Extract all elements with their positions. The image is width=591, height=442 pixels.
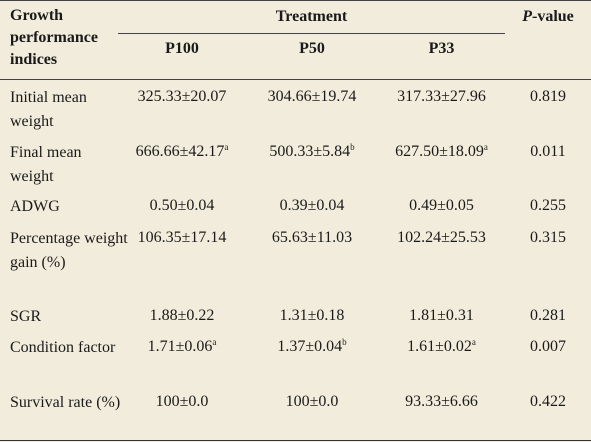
cell-p50: 100±0.0 bbox=[246, 391, 378, 413]
pvalue-header-rest: -value bbox=[532, 8, 574, 25]
cell-p50-value: 1.37±0.04 bbox=[277, 338, 343, 355]
cell-p33-value: 317.33±27.96 bbox=[397, 88, 486, 105]
cell-p100-value: 325.33±20.07 bbox=[137, 88, 227, 105]
cell-p50-value: 100±0.0 bbox=[285, 393, 339, 410]
cell-p50-value: 304.66±19.74 bbox=[267, 88, 357, 105]
cell-p100-value: 100±0.0 bbox=[155, 393, 209, 410]
cell-p33: 0.49±0.05 bbox=[378, 195, 505, 217]
cell-pvalue: 0.819 bbox=[505, 86, 591, 108]
cell-pvalue: 0.422 bbox=[505, 391, 591, 413]
cell-p33: 627.50±18.09a bbox=[378, 141, 505, 163]
cell-p100-significance: a bbox=[212, 337, 217, 347]
cell-pvalue: 0.281 bbox=[505, 305, 591, 327]
pvalue-header: P-value bbox=[505, 6, 591, 28]
cell-p50-significance: b bbox=[342, 337, 347, 347]
cell-p33-significance: a bbox=[483, 142, 488, 152]
row-label-value: SGR bbox=[10, 308, 42, 325]
table-bottom-rule bbox=[0, 440, 591, 441]
treatment-header: Treatment bbox=[275, 8, 348, 25]
row-label: Final mean weight bbox=[10, 141, 128, 189]
cell-pvalue-value: 0.007 bbox=[530, 338, 566, 355]
cell-p50: 304.66±19.74 bbox=[246, 86, 378, 108]
cell-p33-value: 1.61±0.02 bbox=[407, 338, 472, 355]
header-bottom-rule bbox=[0, 79, 591, 80]
cell-p50-significance: b bbox=[350, 142, 355, 152]
pvalue-header-italic: P bbox=[522, 8, 532, 25]
cell-p33-value: 627.50±18.09 bbox=[395, 143, 484, 160]
cell-p100-value: 0.50±0.04 bbox=[149, 197, 215, 214]
cell-pvalue-value: 0.281 bbox=[530, 307, 566, 324]
cell-pvalue: 0.255 bbox=[505, 195, 591, 217]
treatment-col-p100: P100 bbox=[165, 40, 199, 57]
cell-p50: 1.37±0.04b bbox=[246, 336, 378, 358]
treatment-underline bbox=[118, 33, 505, 34]
row-label-value: Condition factor bbox=[10, 339, 116, 356]
cell-p100-value: 1.71±0.06 bbox=[147, 338, 213, 355]
cell-p100-value: 666.66±42.17 bbox=[135, 143, 225, 160]
cell-p33: 1.81±0.31 bbox=[378, 305, 505, 327]
cell-p100: 325.33±20.07 bbox=[118, 86, 246, 108]
cell-p100: 1.88±0.22 bbox=[118, 305, 246, 327]
cell-p33-value: 1.81±0.31 bbox=[409, 307, 474, 324]
cell-pvalue: 0.011 bbox=[505, 141, 591, 163]
cell-p33-value: 0.49±0.05 bbox=[409, 197, 474, 214]
cell-p100-value: 1.88±0.22 bbox=[149, 307, 215, 324]
row-label: ADWG bbox=[10, 195, 128, 219]
cell-pvalue: 0.315 bbox=[505, 227, 591, 249]
row-label-value: Percentage weight gain (%) bbox=[10, 230, 128, 271]
cell-p50: 1.31±0.18 bbox=[246, 305, 378, 327]
treatment-col-p33: P33 bbox=[428, 40, 455, 57]
cell-p100: 1.71±0.06a bbox=[118, 336, 246, 358]
cell-pvalue-value: 0.255 bbox=[530, 197, 566, 214]
row-label: Condition factor bbox=[10, 336, 128, 360]
cell-p33-value: 102.24±25.53 bbox=[397, 229, 486, 246]
cell-p33-significance: a bbox=[471, 337, 476, 347]
row-label-value: Survival rate (%) bbox=[10, 394, 121, 411]
cell-pvalue-value: 0.011 bbox=[530, 143, 566, 160]
cell-p100: 106.35±17.14 bbox=[118, 227, 246, 249]
cell-pvalue-value: 0.819 bbox=[530, 88, 566, 105]
cell-p50-value: 500.33±5.84 bbox=[269, 143, 351, 160]
cell-pvalue: 0.007 bbox=[505, 336, 591, 358]
cell-p33: 317.33±27.96 bbox=[378, 86, 505, 108]
cell-p50-value: 65.63±11.03 bbox=[271, 229, 353, 246]
treatment-col-p50: P50 bbox=[299, 40, 325, 57]
row-label: Initial mean weight bbox=[10, 86, 128, 134]
cell-p33: 93.33±6.66 bbox=[378, 391, 505, 413]
cell-p33-value: 93.33±6.66 bbox=[405, 393, 478, 410]
cell-p33: 102.24±25.53 bbox=[378, 227, 505, 249]
cell-p100-significance: a bbox=[224, 142, 229, 152]
cell-p33: 1.61±0.02a bbox=[378, 336, 505, 358]
row-label: Percentage weight gain (%) bbox=[10, 227, 128, 275]
cell-p50: 500.33±5.84b bbox=[246, 141, 378, 163]
row-label-value: Final mean weight bbox=[10, 144, 82, 185]
cell-p50: 65.63±11.03 bbox=[246, 227, 378, 249]
cell-p50-value: 1.31±0.18 bbox=[279, 307, 345, 324]
row-header-title: Growth performance indices bbox=[10, 7, 98, 68]
cell-p100: 100±0.0 bbox=[118, 391, 246, 413]
table-top-rule bbox=[0, 0, 591, 1]
cell-pvalue-value: 0.422 bbox=[530, 393, 566, 410]
cell-p50-value: 0.39±0.04 bbox=[279, 197, 345, 214]
cell-p100: 0.50±0.04 bbox=[118, 195, 246, 217]
row-label: Survival rate (%) bbox=[10, 391, 128, 415]
cell-p100: 666.66±42.17a bbox=[118, 141, 246, 163]
cell-p50: 0.39±0.04 bbox=[246, 195, 378, 217]
cell-p100-value: 106.35±17.14 bbox=[137, 229, 227, 246]
row-label-value: Initial mean weight bbox=[10, 89, 87, 130]
row-label: SGR bbox=[10, 305, 128, 329]
cell-pvalue-value: 0.315 bbox=[530, 229, 566, 246]
row-label-value: ADWG bbox=[10, 198, 60, 215]
